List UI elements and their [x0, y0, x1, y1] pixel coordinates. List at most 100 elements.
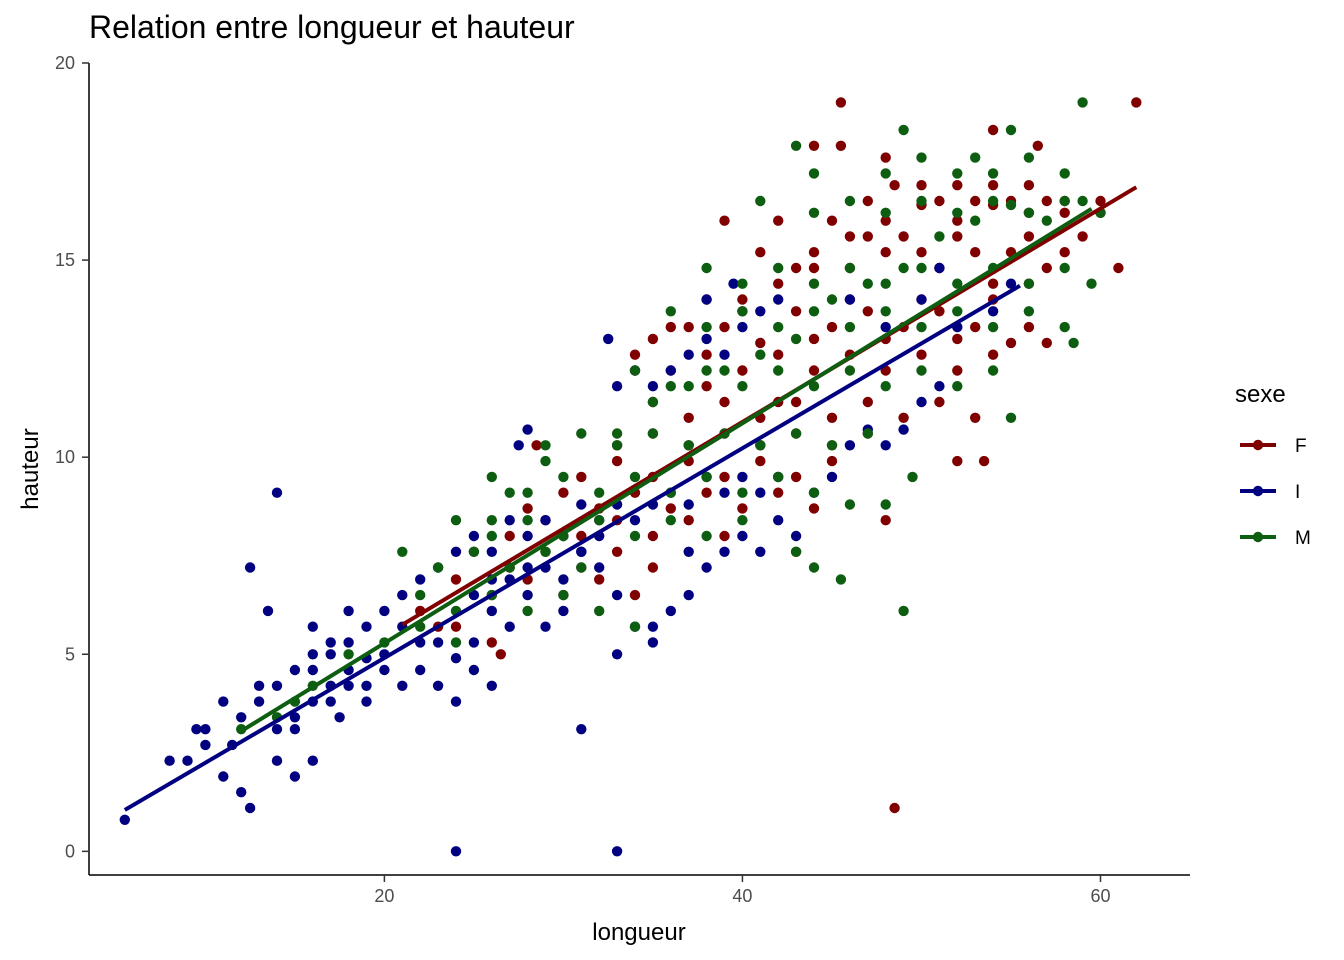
- data-point: [629, 530, 641, 542]
- data-point: [987, 124, 999, 136]
- data-point: [307, 664, 318, 676]
- data-point: [576, 530, 587, 542]
- data-point: [844, 365, 856, 376]
- data-point: [415, 664, 426, 676]
- data-point: [325, 696, 336, 707]
- data-point: [683, 412, 694, 423]
- data-point: [531, 440, 542, 451]
- data-point: [916, 152, 927, 163]
- data-point: [808, 365, 820, 376]
- data-point: [987, 365, 999, 376]
- data-point: [1041, 337, 1053, 349]
- data-point: [880, 168, 891, 179]
- legend-key-point: [1252, 439, 1264, 451]
- data-point: [1077, 195, 1088, 207]
- data-point: [495, 649, 506, 660]
- data-point: [468, 637, 480, 648]
- data-point: [629, 621, 641, 632]
- data-point: [361, 621, 372, 632]
- data-point: [1041, 195, 1053, 207]
- data-point: [1023, 278, 1035, 289]
- data-point: [719, 396, 730, 408]
- data-point: [737, 487, 748, 498]
- data-point: [701, 381, 712, 392]
- data-point: [835, 97, 847, 108]
- x-tick-label: 20: [374, 886, 394, 906]
- data-point: [611, 381, 623, 392]
- data-point: [978, 455, 990, 467]
- data-point: [253, 696, 265, 707]
- data-point: [790, 140, 802, 151]
- data-point: [119, 814, 130, 825]
- data-point: [844, 499, 856, 510]
- data-point: [432, 637, 444, 648]
- data-point: [737, 515, 748, 526]
- legend-label: M: [1295, 528, 1311, 549]
- data-point: [987, 180, 999, 191]
- data-point: [970, 152, 981, 163]
- data-point: [889, 802, 900, 814]
- data-point: [701, 294, 712, 305]
- data-point: [683, 499, 694, 510]
- data-point: [808, 247, 820, 258]
- data-point: [665, 515, 676, 526]
- data-point: [808, 306, 820, 317]
- data-point: [379, 605, 390, 617]
- data-point: [907, 471, 918, 483]
- data-point: [898, 262, 909, 274]
- data-point: [898, 412, 909, 423]
- data-point: [647, 381, 659, 392]
- data-point: [611, 649, 623, 660]
- data-point: [880, 499, 891, 510]
- data-point: [701, 262, 712, 274]
- y-tick-label: 20: [55, 53, 75, 73]
- data-point: [889, 180, 900, 191]
- y-tick-label: 10: [55, 447, 75, 467]
- data-point: [737, 306, 748, 317]
- data-point: [665, 365, 676, 376]
- data-point: [987, 349, 999, 360]
- data-point: [790, 306, 802, 317]
- data-point: [808, 278, 820, 289]
- data-point: [1068, 337, 1079, 349]
- data-point: [826, 440, 838, 451]
- data-point: [952, 215, 963, 226]
- data-point: [835, 140, 847, 151]
- data-point: [790, 262, 802, 274]
- legend-item-M: M: [1240, 528, 1311, 549]
- data-point: [916, 365, 927, 376]
- data-point: [450, 846, 462, 857]
- data-point: [522, 515, 533, 526]
- data-point: [773, 215, 784, 226]
- data-point: [826, 412, 838, 423]
- data-point: [611, 455, 623, 467]
- data-point: [1059, 168, 1070, 179]
- data-point: [1059, 247, 1070, 258]
- data-point: [486, 471, 497, 483]
- data-point: [289, 664, 301, 676]
- data-point: [522, 424, 533, 435]
- data-point: [844, 294, 856, 305]
- data-point: [343, 680, 354, 691]
- data-point: [558, 574, 569, 585]
- data-point: [970, 321, 981, 333]
- data-point: [379, 664, 390, 676]
- data-point: [1059, 321, 1070, 333]
- data-point: [558, 487, 569, 498]
- data-point: [325, 637, 336, 648]
- data-point: [343, 637, 354, 648]
- data-point: [200, 739, 211, 751]
- data-point: [504, 621, 515, 632]
- data-point: [934, 396, 945, 408]
- data-point: [737, 530, 748, 542]
- data-point: [665, 321, 676, 333]
- data-point: [719, 546, 730, 557]
- data-point: [862, 195, 873, 207]
- data-point: [647, 333, 659, 345]
- data-point: [218, 696, 229, 707]
- data-point: [594, 515, 605, 526]
- y-tick-label: 0: [65, 841, 75, 861]
- data-point: [540, 515, 551, 526]
- data-point: [415, 574, 426, 585]
- data-point: [970, 215, 981, 226]
